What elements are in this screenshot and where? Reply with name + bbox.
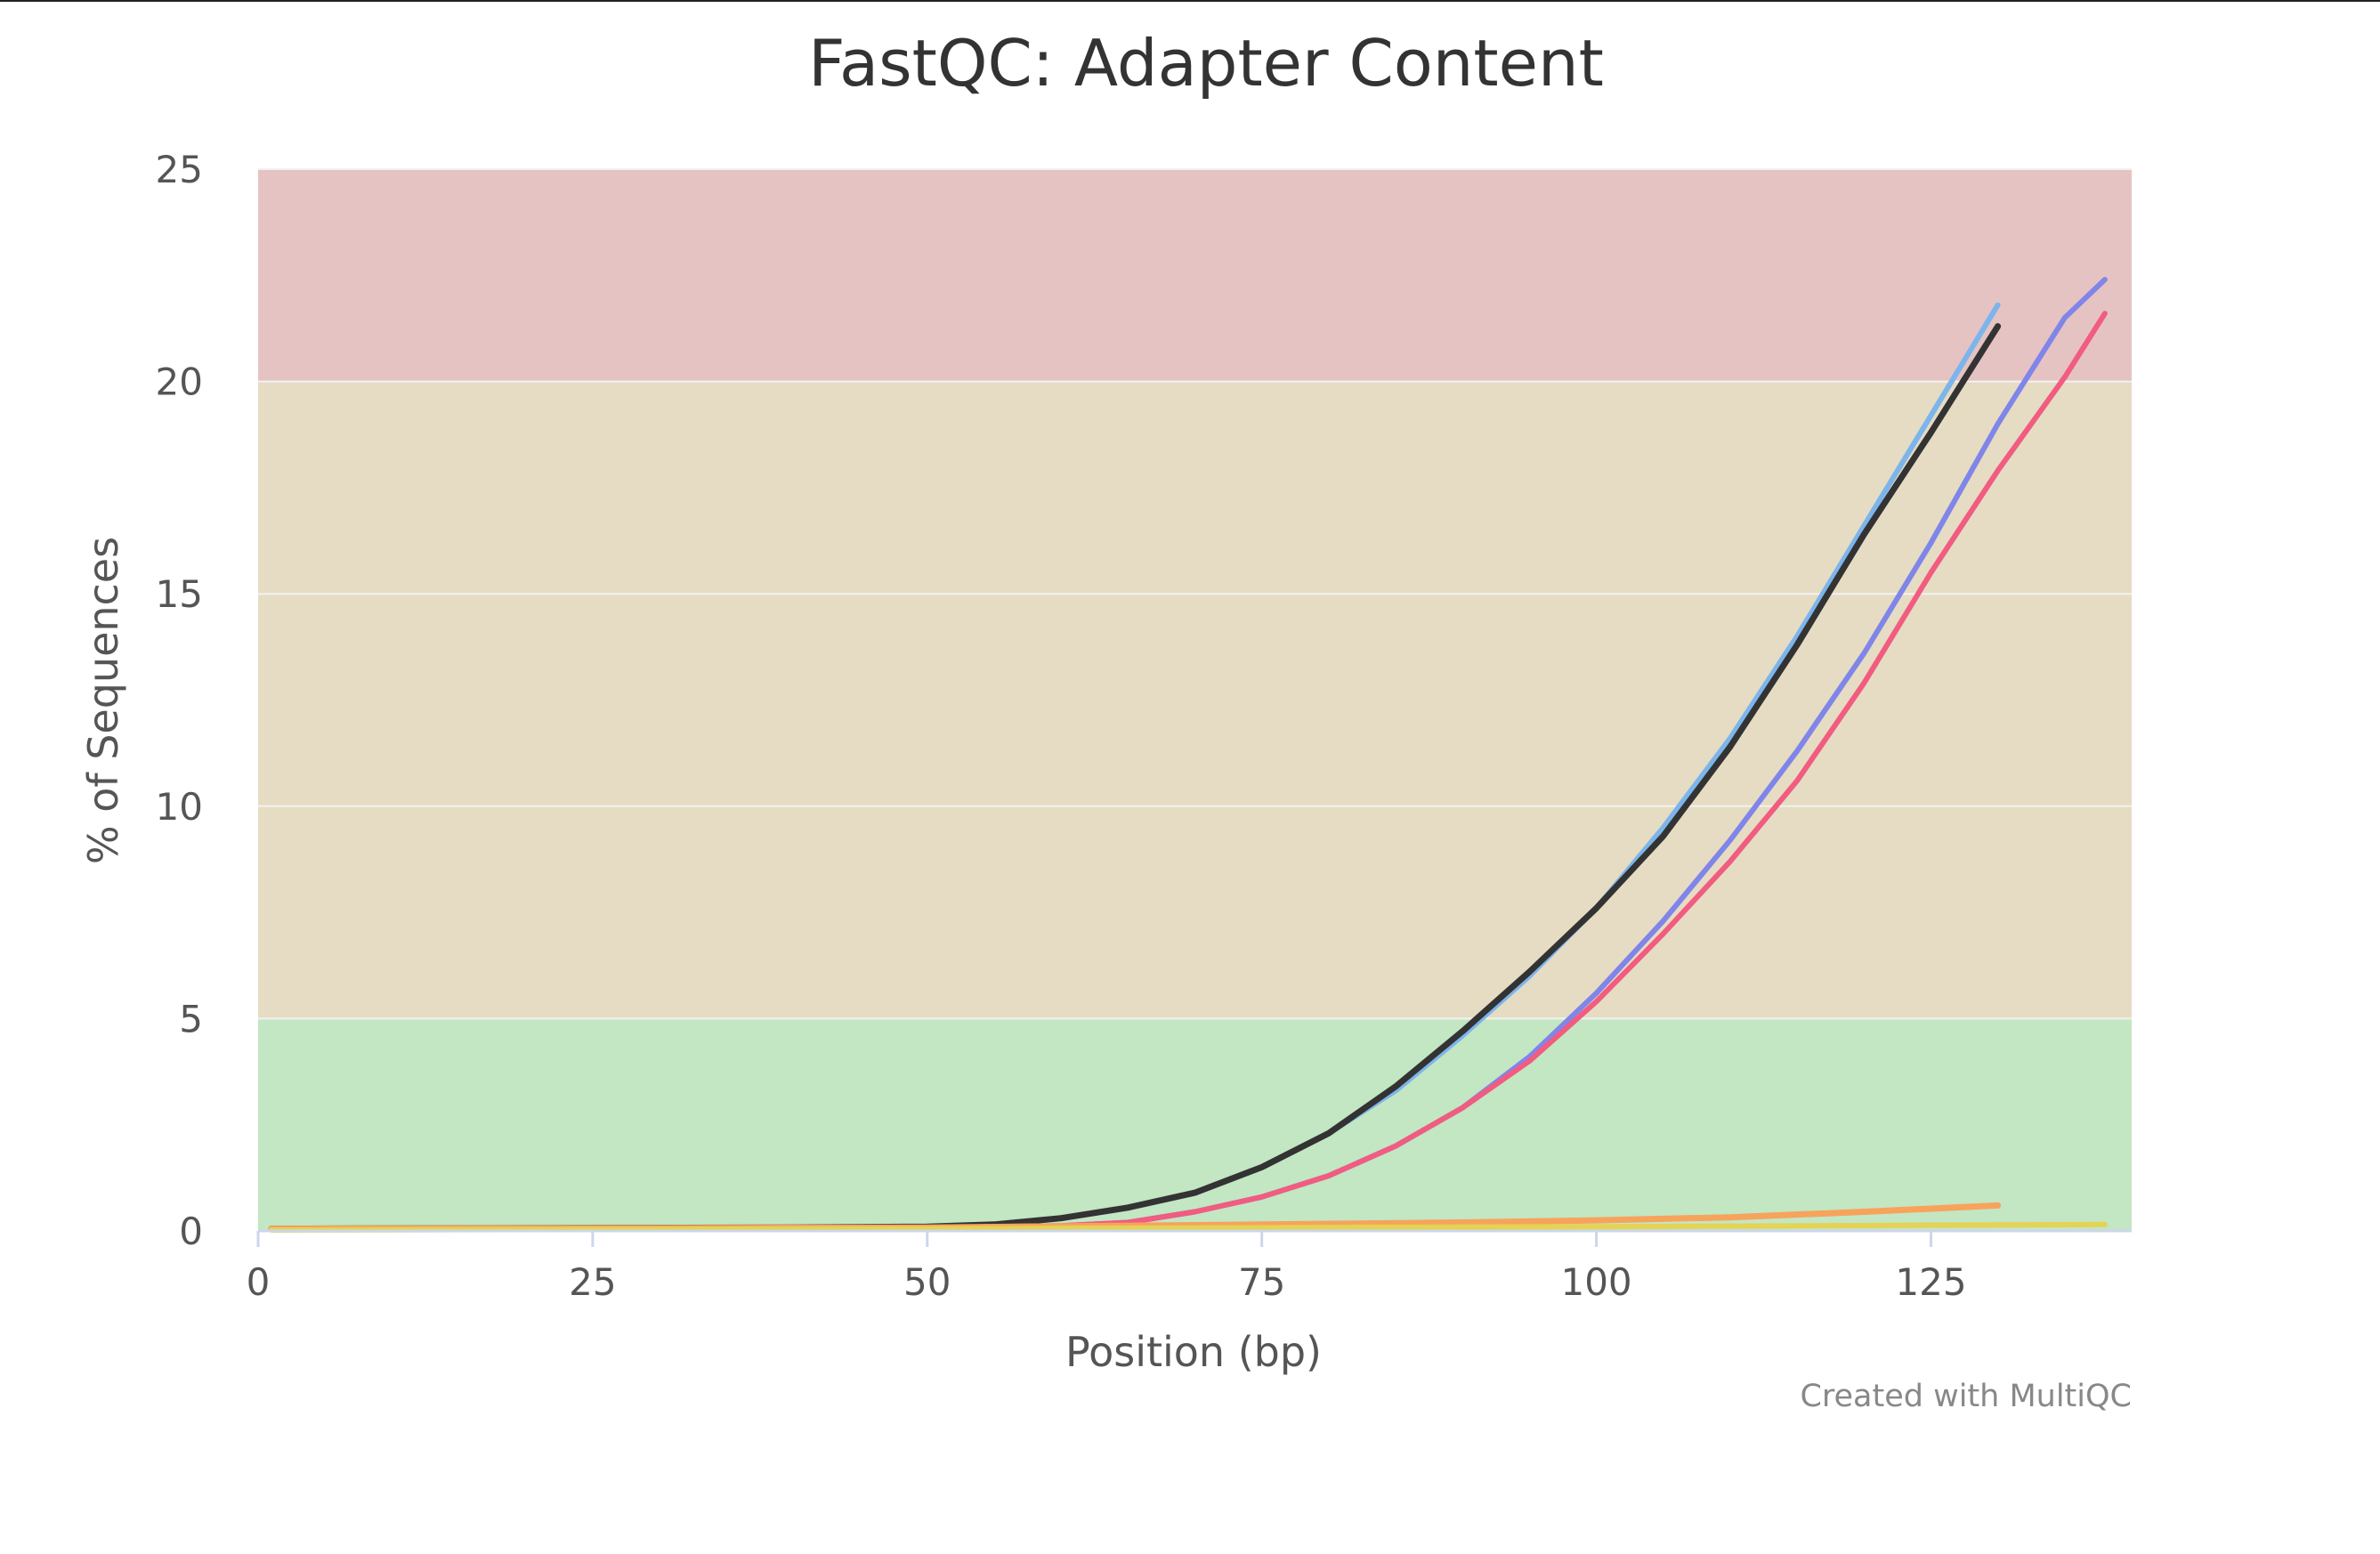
y-tick-label-2: 10 (156, 785, 203, 829)
x-tick-label-3: 75 (1238, 1260, 1285, 1304)
x-tick-label-0: 0 (247, 1260, 271, 1304)
x-tick-label-2: 50 (903, 1260, 951, 1304)
x-tick-label-4: 100 (1560, 1260, 1631, 1304)
y-tick-label-5: 25 (156, 148, 203, 191)
x-axis-label: Position (bp) (1065, 1328, 1322, 1376)
series-line-5[interactable] (269, 1221, 2108, 1233)
y-tick-label-4: 20 (156, 360, 203, 404)
x-tick-label-1: 25 (569, 1260, 616, 1304)
series-line-3[interactable] (269, 311, 2108, 1232)
y-tick-label-0: 0 (179, 1210, 203, 1253)
y-axis-label: % of Sequences (79, 537, 127, 864)
series-lines (268, 277, 2108, 1233)
x-tick-label-5: 125 (1895, 1260, 1966, 1304)
threshold-band-2 (258, 169, 2132, 382)
chart-title: FastQC: Adapter Content (808, 26, 1604, 101)
y-tick-label-3: 15 (156, 572, 203, 616)
threshold-band-0 (258, 1018, 2132, 1231)
axes: 0 25 50 75 100 125 0 5 10 15 20 25 (156, 148, 2132, 1304)
credits-label: Created with MultiQC (1800, 1379, 2132, 1414)
threshold-band-1 (258, 381, 2132, 1019)
y-tick-label-1: 5 (179, 997, 203, 1040)
